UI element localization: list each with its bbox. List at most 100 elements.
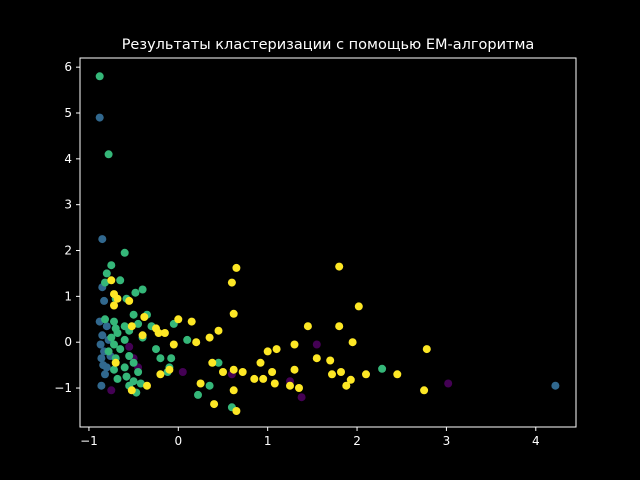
data-point (232, 263, 241, 272)
data-point (335, 322, 344, 331)
data-point (125, 342, 134, 351)
data-point (107, 386, 116, 395)
data-point (152, 345, 160, 354)
data-point (337, 368, 345, 376)
data-point (328, 370, 336, 379)
x-axis: −1 0 1 2 3 4 (80, 427, 540, 448)
data-point (259, 374, 268, 383)
x-tick-label: 4 (532, 434, 540, 448)
data-point (422, 345, 431, 354)
data-point (183, 335, 192, 344)
data-point (131, 288, 140, 297)
x-tick-label: 2 (353, 434, 361, 448)
data-point (104, 347, 113, 356)
data-point (138, 331, 147, 340)
data-point (297, 393, 306, 402)
data-point (229, 309, 238, 318)
data-point (110, 365, 118, 374)
data-point (111, 358, 120, 367)
y-tick-label: 6 (64, 60, 72, 74)
y-tick-label: 1 (64, 289, 72, 303)
data-point (134, 368, 143, 376)
data-point (167, 354, 176, 363)
data-point (101, 315, 109, 324)
data-point (268, 368, 277, 376)
data-point (156, 370, 165, 379)
y-tick-label: −1 (54, 381, 72, 395)
data-points (95, 72, 560, 415)
data-point (229, 365, 238, 374)
data-point (113, 294, 122, 303)
data-point (165, 365, 174, 374)
data-point (98, 331, 107, 340)
data-point (444, 379, 453, 388)
data-point (140, 313, 149, 321)
data-point (134, 319, 143, 328)
data-point (96, 340, 105, 349)
plot-frame (79, 57, 577, 428)
y-axis: −1 0 1 2 3 4 5 6 (54, 60, 80, 395)
data-point (110, 301, 118, 310)
data-point (102, 322, 111, 331)
data-point (102, 363, 111, 372)
data-point (219, 368, 227, 376)
x-tick-label: 1 (264, 434, 272, 448)
data-point (208, 358, 217, 367)
y-tick-label: 4 (64, 152, 72, 166)
data-point (238, 368, 247, 376)
x-tick-label: 0 (174, 434, 182, 448)
x-tick-label: 3 (443, 434, 451, 448)
data-point (263, 347, 272, 356)
y-tick-label: 0 (64, 335, 72, 349)
data-point (174, 315, 183, 324)
data-point (378, 364, 387, 373)
data-point (120, 248, 129, 257)
data-point (178, 368, 187, 376)
data-point (342, 381, 351, 390)
chart-title: Результаты кластеризации с помощью EM-ал… (122, 37, 535, 53)
data-point (205, 333, 214, 342)
data-point (110, 317, 118, 326)
data-point (156, 354, 165, 363)
y-tick-label: 5 (64, 106, 72, 120)
data-point (95, 113, 104, 122)
data-point (210, 400, 219, 409)
data-point (113, 329, 122, 337)
data-point (169, 340, 178, 349)
data-point (196, 379, 205, 388)
x-tick-label: −1 (80, 434, 98, 448)
data-point (551, 381, 560, 390)
data-point (101, 278, 109, 287)
data-point (295, 384, 303, 392)
data-point (232, 407, 241, 415)
data-point (129, 358, 138, 367)
data-point (107, 261, 116, 270)
data-point (250, 374, 259, 383)
data-point (194, 390, 202, 399)
data-point (270, 379, 279, 388)
data-point (362, 370, 370, 379)
data-point (110, 340, 118, 349)
data-point (102, 269, 111, 278)
data-point (214, 358, 223, 367)
data-point (303, 322, 312, 331)
data-point (107, 276, 116, 285)
data-point (97, 381, 106, 390)
data-point (286, 381, 294, 390)
data-point (393, 370, 402, 379)
data-point (116, 345, 125, 354)
data-point (326, 356, 335, 365)
data-point (104, 150, 113, 159)
data-point (420, 386, 429, 395)
data-point (95, 72, 104, 81)
data-point (312, 354, 321, 363)
y-tick-label: 3 (64, 198, 72, 212)
data-point (120, 335, 129, 344)
data-point (116, 276, 125, 285)
data-point (143, 381, 151, 390)
data-point (290, 340, 299, 349)
data-point (214, 326, 223, 335)
data-point (129, 310, 138, 319)
